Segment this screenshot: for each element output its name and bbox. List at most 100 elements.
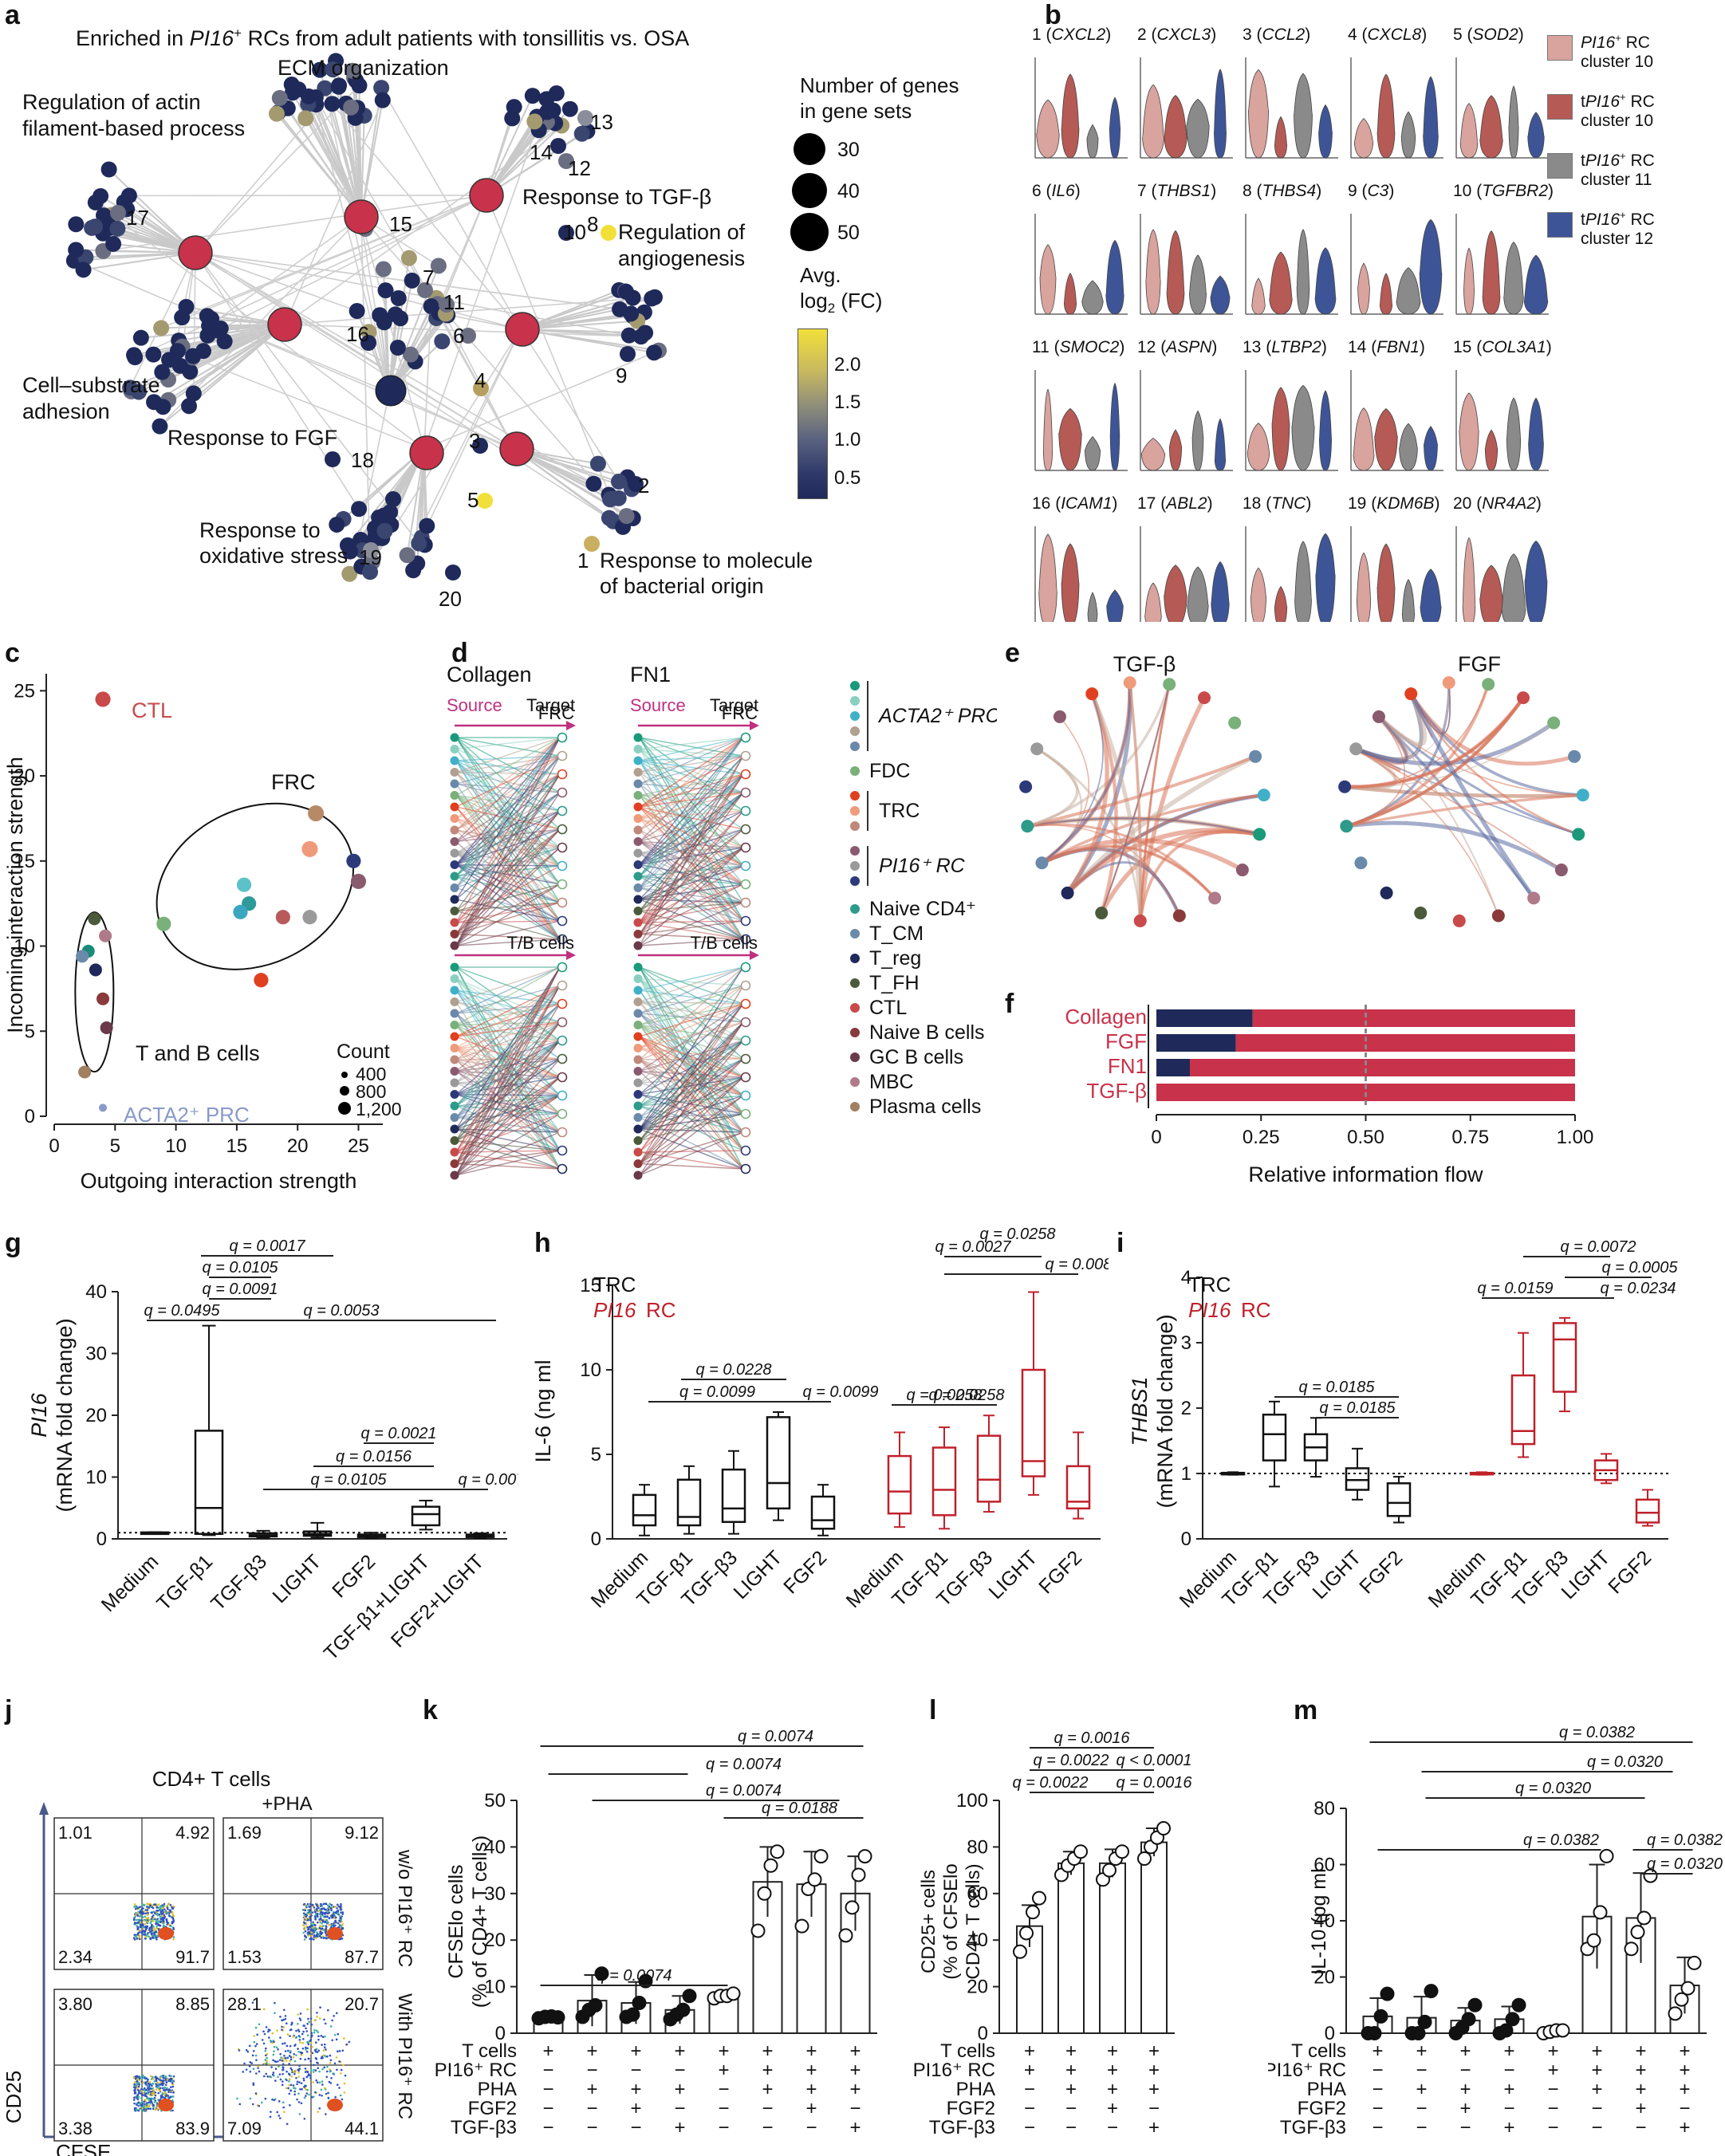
violin-plot	[1245, 526, 1336, 622]
event-dot	[157, 1903, 160, 1906]
event-dot	[152, 2107, 155, 2111]
violin-shape	[1353, 117, 1374, 159]
condition-value: +	[1372, 2040, 1383, 2062]
link	[455, 966, 561, 1130]
gene-node	[402, 346, 419, 363]
link	[455, 938, 561, 946]
cell-type-point	[78, 1065, 92, 1079]
event-dot	[133, 2091, 136, 2093]
violin-shape	[1357, 262, 1370, 315]
event-dot	[298, 2064, 301, 2067]
event-dot	[264, 2049, 267, 2052]
event-dot	[278, 2100, 281, 2103]
violin-shape	[1296, 229, 1310, 315]
numbered-gene-node	[439, 297, 455, 313]
panel-j: j CD4+ T cells +PHA w/o PI16⁺ RC With PI16⁺…	[0, 1682, 423, 2156]
condition-row-label: PHA	[1307, 2079, 1346, 2100]
event-dot	[329, 2068, 331, 2071]
node-number-label: 6	[453, 324, 464, 348]
gene-node	[154, 364, 171, 380]
quadrant-ll: 3.38	[58, 2119, 93, 2138]
event-dot	[156, 1914, 159, 1917]
cell-type-node	[1527, 891, 1541, 905]
event-dot	[318, 1926, 321, 1930]
event-dot	[153, 1903, 156, 1906]
event-dot	[141, 1910, 144, 1914]
link	[455, 966, 561, 1141]
event-dot	[278, 2073, 282, 2075]
event-dot	[139, 1906, 142, 1908]
event-dot	[142, 1916, 144, 1918]
node-number-label: 18	[351, 448, 374, 472]
event-dot	[289, 2035, 291, 2037]
link	[455, 810, 561, 843]
data-point	[1674, 1992, 1689, 2007]
source-node	[633, 1044, 643, 1052]
source-node	[450, 918, 459, 927]
communication-edge	[1355, 715, 1408, 764]
target-node	[740, 1035, 751, 1046]
condition-row-label: T cells	[940, 2040, 995, 2062]
size-30-label: 30	[837, 139, 860, 161]
cell-type-node	[1021, 820, 1034, 833]
event-dot	[314, 1913, 317, 1915]
link	[455, 755, 561, 877]
edge	[73, 260, 515, 450]
event-dot	[136, 2087, 139, 2089]
gene-number: 4 (	[1348, 26, 1368, 44]
event-dot	[286, 2079, 288, 2082]
cell-type-point	[89, 963, 102, 977]
source-node	[633, 1055, 643, 1064]
frc-label: FRC	[271, 770, 316, 794]
link	[455, 755, 561, 946]
event-dot	[313, 1936, 315, 1938]
q-value-label: q = 0.0017	[229, 1237, 305, 1255]
hub-term-node	[178, 235, 213, 270]
event-dot	[308, 1913, 311, 1916]
event-dot	[286, 2056, 289, 2060]
violin-shape	[1503, 242, 1524, 315]
size-legend-label: 400	[356, 1064, 386, 1084]
gene-node	[145, 346, 162, 363]
violin-gene-label: 16 (ICAM1)	[1032, 494, 1117, 513]
gene-node	[545, 102, 561, 119]
event-dot	[321, 1911, 324, 1914]
event-dot	[163, 2082, 165, 2085]
target-label: Target	[526, 695, 575, 715]
cell-type-point	[346, 853, 361, 868]
event-dot	[138, 2077, 141, 2080]
event-dot	[258, 2104, 261, 2107]
event-dot	[316, 2016, 318, 2018]
link	[639, 1058, 744, 1164]
hub-term-node	[267, 307, 302, 342]
event-dot	[316, 2081, 319, 2084]
link	[639, 1001, 744, 1005]
event-dot	[286, 2033, 289, 2036]
event-dot	[334, 1905, 337, 1908]
event-dot	[164, 2095, 167, 2098]
target-node	[740, 750, 751, 761]
event-dot	[294, 2036, 297, 2040]
source-node	[450, 974, 459, 983]
link	[455, 966, 561, 1026]
edge	[324, 88, 390, 393]
condition-value: +	[1679, 2079, 1690, 2100]
event-dot	[144, 2081, 148, 2084]
quadrant-ll: 2.34	[58, 1947, 93, 1967]
title-post: RCs from adult patients with tonsillitis…	[242, 26, 690, 50]
event-dot	[289, 2089, 292, 2092]
panel-i: i 0 1 2 3 4 Medium TGF-β1 TGF-β3 LIGHT FGF2 Medium…	[1109, 1220, 1725, 1666]
event-dot	[290, 2075, 293, 2078]
legend-sup: +	[1620, 209, 1626, 221]
hub-term-node	[344, 199, 379, 234]
event-dot	[302, 2079, 305, 2082]
edge	[514, 448, 610, 519]
violin-shape	[1269, 251, 1293, 315]
event-dot	[159, 1915, 162, 1918]
link	[639, 1076, 744, 1096]
target-node	[740, 879, 751, 890]
edge	[153, 324, 286, 403]
y-tick-label: 2	[1181, 1398, 1191, 1419]
event-dot	[132, 2099, 136, 2101]
